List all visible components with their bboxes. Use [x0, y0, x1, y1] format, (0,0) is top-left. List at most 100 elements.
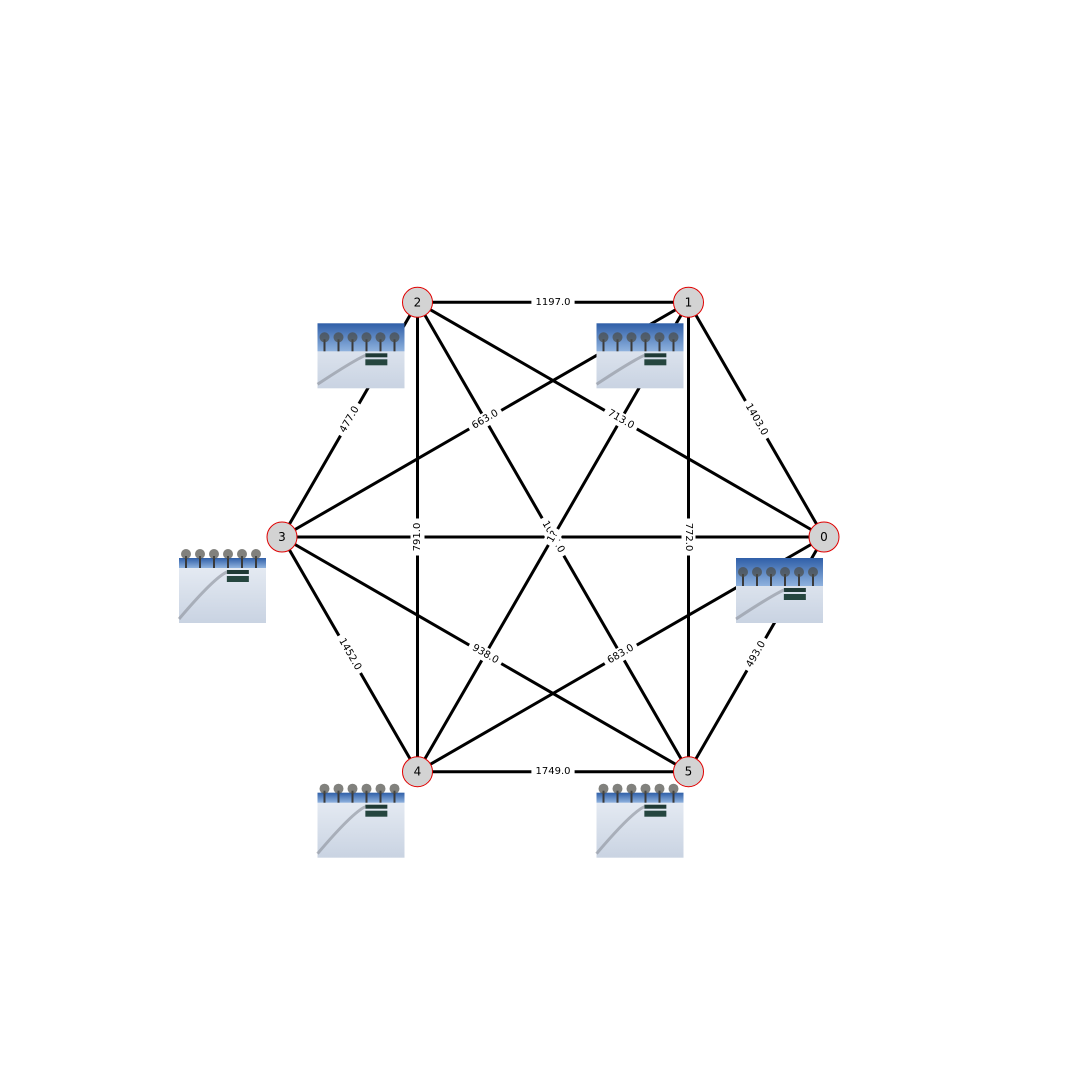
- tree-trunk: [798, 574, 800, 586]
- tree-crown: [223, 549, 233, 559]
- tree-crown: [209, 549, 219, 559]
- tree-crown: [640, 332, 651, 343]
- edge-label-background: [465, 639, 505, 670]
- tree-crown: [195, 549, 205, 559]
- tree-crown: [794, 567, 804, 577]
- tree-trunk: [784, 574, 786, 586]
- bench-back: [365, 804, 388, 809]
- edge-label-background: [332, 632, 367, 677]
- node-0[interactable]: 0: [808, 521, 840, 553]
- edge-label-2-3: 477.0: [334, 400, 366, 440]
- tree-trunk: [185, 556, 187, 568]
- node-4[interactable]: 4: [402, 756, 433, 788]
- tree-crown: [319, 783, 330, 794]
- tree-trunk: [602, 790, 605, 803]
- edge-label-3-4: 1452.0: [332, 632, 367, 677]
- edge-weight: 683.0: [606, 642, 636, 666]
- path-edge: [316, 805, 367, 855]
- tree-crown: [598, 783, 609, 794]
- tree-crown: [626, 332, 637, 343]
- tree-trunk: [756, 574, 758, 586]
- node-3[interactable]: 3: [266, 521, 298, 553]
- edge-label-5-0: 493.0: [740, 634, 772, 674]
- node-circle[interactable]: [402, 286, 433, 318]
- node-3-thumbnail: [177, 549, 266, 623]
- node-5[interactable]: 5: [673, 756, 704, 788]
- tree-crown: [347, 332, 358, 343]
- edge-label-2-4: 791.0: [410, 518, 425, 556]
- tree-trunk: [644, 790, 647, 803]
- edge-weight: 772.0: [683, 523, 694, 552]
- tree-crown: [181, 549, 191, 559]
- edge-label-background: [681, 518, 696, 556]
- edge-weight: 663.0: [470, 408, 500, 432]
- bench-back: [644, 804, 667, 809]
- tree-crown: [612, 783, 623, 794]
- node-5-thumbnail: [595, 783, 684, 858]
- edge-label-4-5: 1749.0: [531, 764, 575, 779]
- node-circle[interactable]: [673, 756, 704, 788]
- tree-trunk: [365, 790, 368, 803]
- node-label: 5: [685, 765, 693, 779]
- tree-trunk: [644, 339, 647, 352]
- tree-crown: [808, 567, 818, 577]
- node-circle[interactable]: [266, 521, 298, 553]
- tree-crown: [780, 567, 790, 577]
- tree-trunk: [379, 790, 382, 803]
- bench-back: [226, 570, 249, 574]
- bench: [365, 359, 388, 366]
- edge-weight: 493.0: [744, 639, 768, 669]
- tree-crown: [237, 549, 247, 559]
- tree-crown: [361, 783, 372, 794]
- tree-trunk: [393, 339, 396, 352]
- node-0-thumbnail: [735, 558, 823, 623]
- tree-trunk: [365, 339, 368, 352]
- path-edge: [177, 570, 228, 620]
- tree-trunk: [630, 339, 633, 352]
- tree-trunk: [351, 339, 354, 352]
- tree-crown: [389, 783, 400, 794]
- tree-trunk: [672, 339, 675, 352]
- edge-weight: 477.0: [338, 405, 362, 435]
- tree-trunk: [351, 790, 354, 803]
- edge-label-background: [410, 518, 425, 556]
- edge-weight: 1?: [545, 529, 560, 545]
- edge-label-2-0: 713.0: [601, 404, 641, 435]
- edge-label-background: [601, 404, 641, 435]
- tree-crown: [389, 332, 400, 343]
- node-label: 0: [820, 530, 828, 544]
- edge-label-background: [601, 639, 641, 670]
- edge-weight: 1197.0: [536, 297, 571, 308]
- tree-trunk: [323, 790, 326, 803]
- node-1[interactable]: 1: [673, 286, 704, 318]
- edge-weight: 791.0: [412, 523, 423, 552]
- tree-trunk: [616, 339, 619, 352]
- tree-crown: [654, 332, 665, 343]
- node-circle[interactable]: [673, 286, 704, 318]
- edge-label-3-1: 663.0: [465, 404, 505, 435]
- path-edge: [595, 353, 645, 386]
- bench: [644, 810, 667, 817]
- tree-trunk: [672, 790, 675, 803]
- edge-label-1-0: 1403.0: [739, 397, 774, 442]
- edge-weight: 1749.0: [536, 766, 571, 777]
- node-label: 1: [685, 295, 693, 309]
- node-2[interactable]: 2: [402, 286, 433, 318]
- node-circle[interactable]: [402, 756, 433, 788]
- tree-crown: [752, 567, 762, 577]
- sky: [179, 558, 266, 568]
- tree-trunk: [337, 339, 340, 352]
- bench: [226, 576, 249, 582]
- node-label: 4: [414, 765, 422, 779]
- edge-label-1-5: 772.0: [681, 518, 696, 556]
- tree-trunk: [323, 339, 326, 352]
- tree-trunk: [213, 556, 215, 568]
- tree-trunk: [770, 574, 772, 586]
- tree-crown: [333, 332, 344, 343]
- tree-trunk: [742, 574, 744, 586]
- node-circle[interactable]: [808, 521, 840, 553]
- bench: [783, 594, 806, 600]
- tree-crown: [668, 783, 679, 794]
- sky: [596, 792, 684, 803]
- tree-crown: [598, 332, 609, 343]
